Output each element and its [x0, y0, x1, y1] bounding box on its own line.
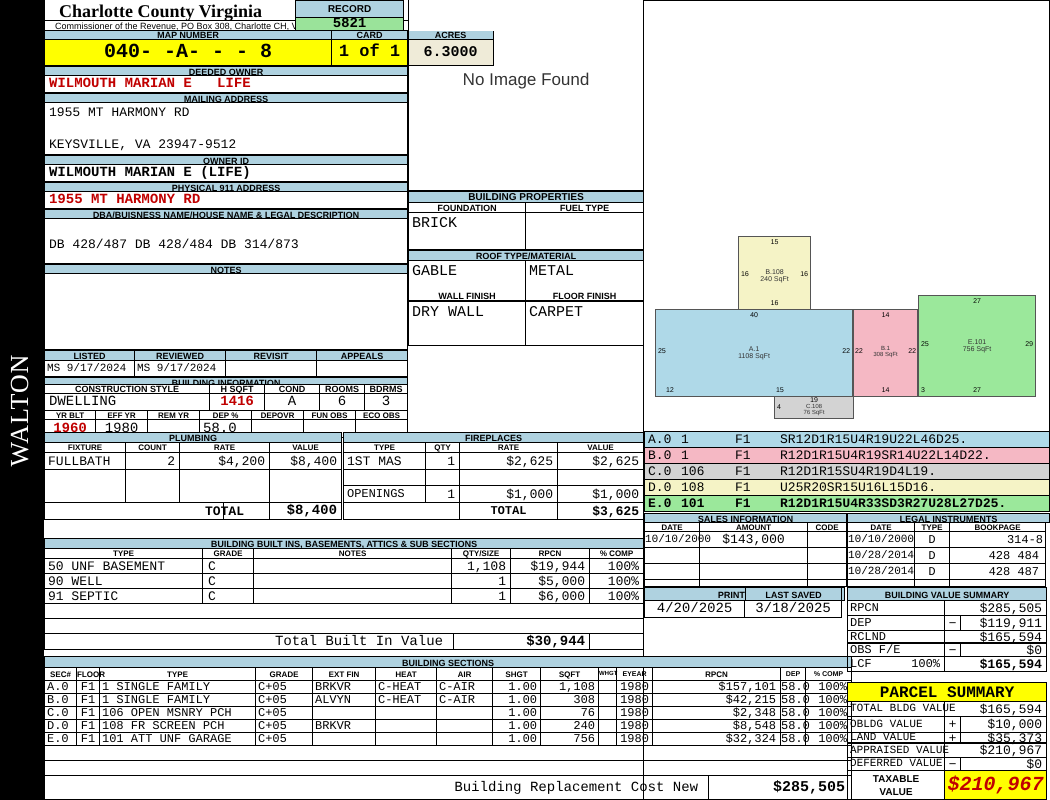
svg-text:WALTON: WALTON: [5, 354, 34, 467]
